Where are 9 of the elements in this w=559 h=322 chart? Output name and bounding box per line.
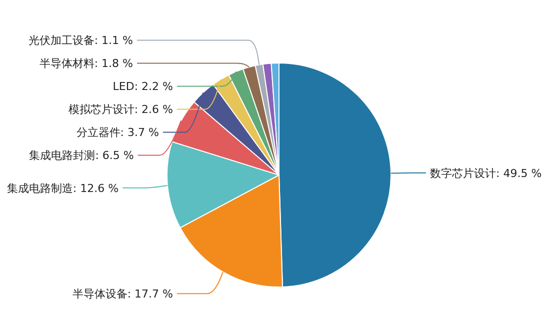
slice-label: 半导体设备: 17.7 % bbox=[72, 288, 173, 301]
slice-label: 数字芯片设计: 49.5 % bbox=[430, 166, 542, 180]
slice-label: 集成电路制造: 12.6 % bbox=[6, 182, 119, 195]
slice-label: 半导体材料: 1.8 % bbox=[39, 57, 133, 70]
slice-label: 模拟芯片设计: 2.6 % bbox=[68, 103, 173, 116]
slice-label: 光伏加工设备: 1.1 % bbox=[28, 34, 133, 48]
slice-label: 集成电路封测: 6.5 % bbox=[29, 149, 134, 162]
slice-label: 分立器件: 3.7 % bbox=[76, 126, 159, 140]
slice-label: LED: 2.2 % bbox=[112, 80, 173, 94]
